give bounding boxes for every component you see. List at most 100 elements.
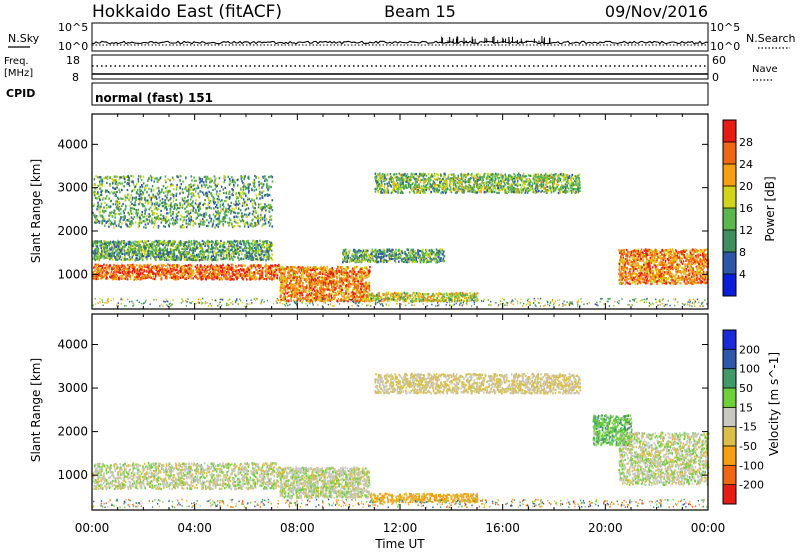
echo-cell: [178, 270, 180, 273]
echo-cell: [351, 273, 353, 276]
echo-cell: [114, 271, 117, 274]
echo-cell: [124, 258, 127, 261]
echo-cell: [104, 251, 106, 254]
echo-cell: [156, 266, 158, 269]
echo-cell: [333, 296, 336, 299]
echo-cell: [302, 275, 305, 278]
echo-cell: [243, 241, 245, 244]
echo-cell: [167, 253, 169, 256]
echo-cell: [264, 270, 267, 273]
echo-cell: [386, 250, 388, 253]
echo-cell: [270, 276, 272, 279]
echo-cell: [186, 265, 188, 268]
echo-cell: [359, 282, 361, 286]
echo-cell: [288, 277, 291, 280]
echo-cell: [167, 241, 170, 244]
echo-cell: [351, 282, 354, 285]
echo-cell: [316, 268, 318, 271]
echo-cell: [377, 255, 380, 258]
echo-cell: [156, 270, 159, 273]
echo-cell: [348, 292, 350, 295]
echo-cell: [121, 252, 124, 255]
echo-cell: [427, 260, 429, 263]
echo-cell: [394, 299, 397, 302]
echo-cell: [312, 292, 315, 295]
echo-cell: [221, 278, 224, 281]
echo-cell: [236, 265, 239, 268]
echo-cell: [278, 271, 281, 274]
echo-cell: [194, 247, 197, 251]
echo-cell: [251, 255, 253, 258]
echo-cell: [173, 268, 175, 271]
echo-cell: [104, 244, 107, 247]
echo-cell: [217, 258, 219, 261]
echo-cell: [248, 251, 251, 254]
echo-cell: [244, 274, 247, 277]
echo-cell: [322, 291, 325, 294]
echo-cell: [216, 252, 218, 255]
echo-cell: [169, 251, 171, 254]
echo-cell: [178, 255, 181, 258]
echo-cell: [247, 251, 250, 255]
echo-cell: [346, 281, 349, 284]
echo-cell: [283, 268, 286, 271]
echo-cell: [268, 273, 271, 276]
echo-cell: [105, 277, 107, 280]
echo-cell: [213, 274, 216, 277]
echo-cell: [193, 254, 196, 257]
echo-cell: [94, 259, 97, 262]
echo-cell: [157, 264, 160, 267]
echo-cell: [189, 272, 192, 275]
echo-cell: [155, 247, 158, 250]
echo-cell: [128, 252, 131, 255]
echo-cell: [142, 242, 145, 245]
echo-cell: [326, 281, 328, 285]
echo-cell: [430, 300, 433, 303]
echo-cell: [271, 243, 274, 246]
echo-cell: [179, 241, 182, 244]
echo-cell: [169, 271, 172, 274]
echo-cell: [261, 277, 264, 280]
echo-cell: [230, 244, 232, 247]
echo-cell: [287, 268, 289, 271]
echo-cell: [128, 245, 131, 248]
echo-cell: [351, 271, 353, 274]
echo-cell: [159, 251, 162, 254]
echo-cell: [155, 253, 158, 256]
echo-cell: [160, 277, 163, 280]
echo-cell: [173, 249, 175, 252]
echo-cell: [164, 242, 167, 245]
echo-cell: [226, 255, 229, 259]
echo-cell: [198, 255, 201, 258]
echo-cell: [276, 265, 279, 268]
echo-cell: [120, 249, 123, 252]
echo-cell: [430, 295, 433, 298]
echo-cell: [147, 267, 150, 270]
echo-cell: [367, 258, 369, 261]
echo-cell: [366, 293, 368, 297]
echo-cell: [316, 277, 319, 280]
echo-cell: [162, 264, 164, 267]
echo-cell: [92, 257, 94, 260]
echo-cell: [133, 268, 136, 271]
echo-cell: [446, 297, 448, 300]
echo-cell: [258, 269, 261, 272]
echo-cell: [162, 251, 165, 254]
echo-cell: [213, 256, 216, 259]
echo-cell: [229, 265, 231, 269]
echo-cell: [115, 273, 117, 276]
echo-cell: [302, 286, 304, 289]
echo-cell: [195, 269, 198, 273]
echo-cell: [248, 243, 250, 246]
echo-cell: [104, 242, 106, 245]
echo-cell: [202, 270, 205, 273]
echo-cell: [339, 279, 341, 282]
echo-cell: [347, 295, 349, 298]
echo-cell: [201, 253, 204, 256]
echo-cell: [128, 274, 131, 277]
echo-cell: [256, 244, 259, 247]
echo-cell: [147, 243, 149, 246]
echo-cell: [296, 290, 299, 293]
echo-cell: [333, 270, 336, 273]
echo-cell: [194, 275, 196, 278]
